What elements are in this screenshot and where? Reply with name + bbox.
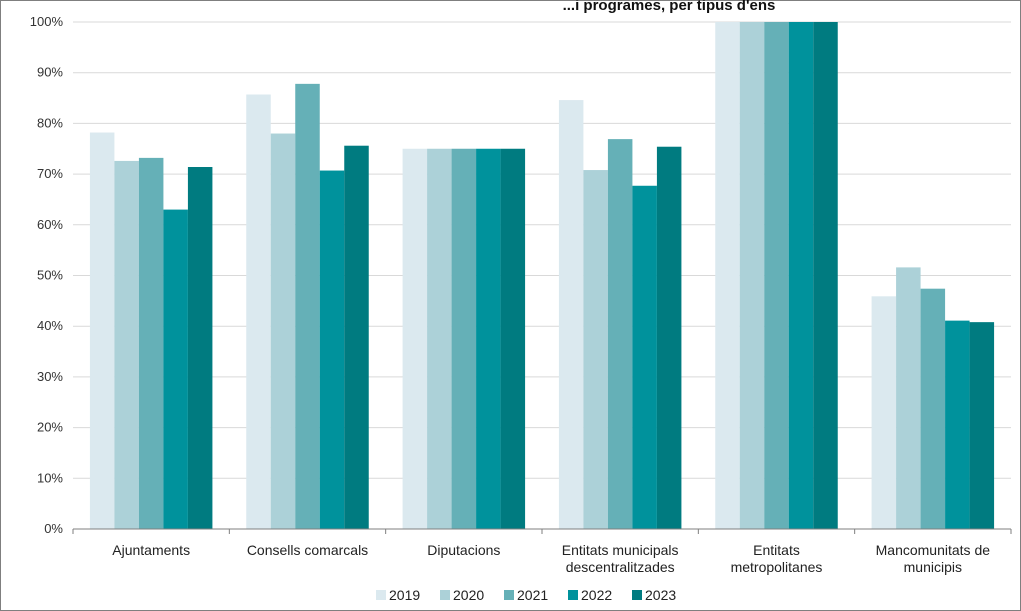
bar-2022: [319, 170, 345, 529]
bar-2023: [813, 22, 838, 529]
y-tick-label: 40%: [37, 318, 63, 333]
y-tick-label: 20%: [37, 420, 63, 435]
legend-label-2021: 2021: [517, 587, 548, 603]
legend-label-2020: 2020: [453, 587, 484, 603]
category-label: Mancomunitats de municipis: [876, 542, 991, 575]
bar-2021: [764, 22, 789, 529]
y-tick-label: 50%: [37, 268, 63, 283]
bar-2019: [89, 132, 115, 529]
category-label: Diputacions: [427, 542, 500, 558]
y-tick-label: 90%: [37, 65, 63, 80]
y-tick-label: 80%: [37, 115, 63, 130]
legend-swatch-2020: [440, 590, 450, 600]
bar-2023: [500, 148, 526, 529]
legend-label-2023: 2023: [645, 587, 676, 603]
legend-swatch-2021: [504, 590, 514, 600]
bar-2021: [138, 157, 164, 529]
bar-2020: [427, 148, 452, 529]
bar-2020: [270, 133, 296, 530]
bar-2023: [969, 322, 995, 529]
bar-2019: [246, 94, 271, 529]
category-label: Consells comarcals: [247, 542, 368, 558]
bars: [89, 22, 995, 530]
bar-2020: [114, 160, 139, 529]
category-label: Ajuntaments: [112, 542, 190, 558]
bar-2022: [945, 320, 970, 529]
x-axis: [72, 528, 1012, 534]
category-label: Entitats municipals descentralitzades: [562, 542, 679, 575]
bar-2019: [715, 22, 740, 529]
x-axis-category-labels: Ajuntaments Consells comarcals Diputacions…: [112, 542, 990, 575]
bar-2019: [558, 100, 584, 529]
legend-label-2019: 2019: [389, 587, 420, 603]
y-axis-tick-labels: 0% 10% 20% 30% 40% 50% 60% 70% 80% 90% 100%: [30, 14, 64, 536]
bar-2019: [871, 296, 897, 529]
category-label: Entitats metropolitanes: [731, 542, 823, 575]
bar-2022: [476, 148, 501, 529]
bar-2019: [402, 148, 428, 529]
chart-title-area: ...i programes, per tipus d'ens: [563, 0, 776, 14]
grid-lines: [73, 21, 1011, 479]
bar-2023: [344, 145, 369, 529]
legend-swatch-2019: [376, 590, 386, 600]
bar-2022: [163, 209, 188, 529]
bar-2023: [656, 146, 682, 530]
bar-2021: [920, 288, 946, 529]
y-tick-label: 100%: [30, 14, 64, 29]
y-tick-label: 60%: [37, 217, 63, 232]
bar-2021: [451, 148, 477, 529]
bar-2020: [583, 170, 608, 529]
legend-label-2022: 2022: [581, 587, 612, 603]
bar-2020: [739, 22, 765, 529]
y-tick-label: 10%: [37, 470, 63, 485]
legend-swatch-2023: [632, 590, 642, 600]
bar-2022: [788, 22, 814, 529]
bar-2023: [187, 167, 213, 529]
chart-title: ...i programes, per tipus d'ens: [563, 0, 776, 14]
legend: 2019 2020 2021 2022 2023: [376, 587, 676, 603]
y-tick-label: 30%: [37, 369, 63, 384]
bar-2021: [607, 139, 633, 529]
bar-2022: [632, 185, 657, 530]
bar-2021: [295, 83, 320, 529]
bar-2020: [896, 267, 921, 529]
legend-swatch-2022: [568, 590, 578, 600]
y-tick-label: 0%: [44, 521, 63, 536]
y-tick-label: 70%: [37, 166, 63, 181]
